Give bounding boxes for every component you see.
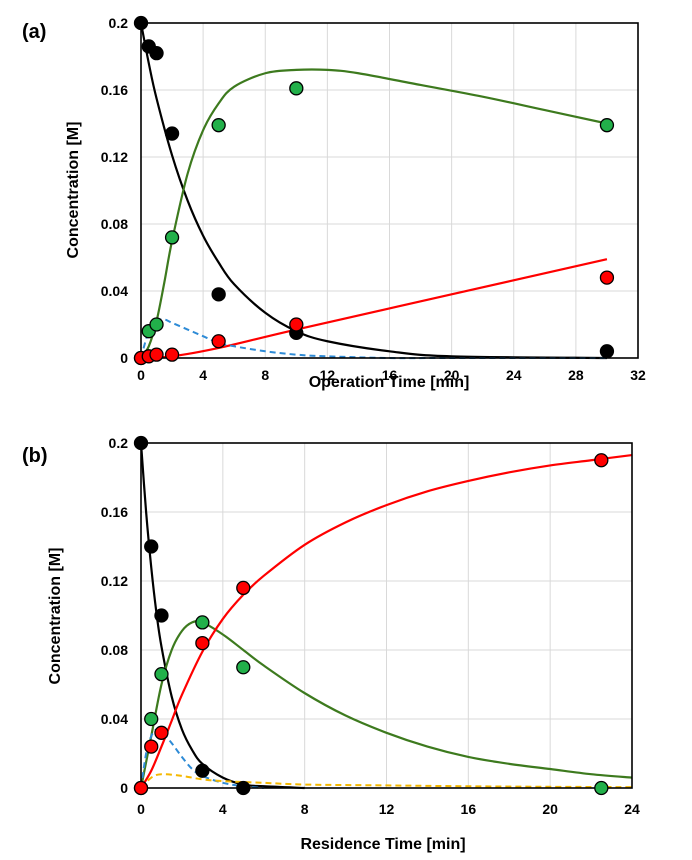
panel-a-curve <box>140 258 608 360</box>
panel-b-x-tick-label: 4 <box>219 801 227 817</box>
panel-b-y-tick-label: 0.2 <box>109 435 129 451</box>
panel-b-data-point <box>594 780 609 796</box>
panel-a-curves <box>139 22 608 360</box>
panel-a-x-tick-label: 8 <box>261 367 269 383</box>
panel-b-data-point <box>133 435 149 451</box>
panel-a-x-tick-label: 32 <box>630 367 646 383</box>
panel-a-y-tick-label: 0 <box>120 350 128 366</box>
panel-b-data-point <box>154 667 169 682</box>
panel-b-grid <box>140 442 633 789</box>
panel-a-x-tick-label: 20 <box>444 367 460 383</box>
panel-a-y-tick-label: 0.04 <box>101 283 128 299</box>
panel-b-data-point <box>154 725 169 740</box>
panel-b-x-tick-label: 20 <box>542 801 558 817</box>
panel-b-data-point <box>195 635 210 651</box>
panel-b-y-axis-title: Concentration [M] <box>47 548 64 685</box>
panel-a-data-point <box>599 118 615 133</box>
panel-a-label: (a) <box>22 21 46 43</box>
panel-a-curve <box>140 318 607 360</box>
panel-b-x-tick-label: 0 <box>137 801 145 817</box>
panel-b-x-axis-title: Residence Time [min] <box>300 836 465 853</box>
panel-a-y-tick-label: 0.08 <box>101 216 128 232</box>
panel-a-data-point <box>164 230 180 245</box>
panel-b-data-point <box>594 453 609 468</box>
panel-a-data-point <box>149 46 164 61</box>
panel-a-y-tick-label: 0.12 <box>101 149 128 165</box>
panel-b-data-point <box>195 763 210 778</box>
panel-b-x-tick-label: 24 <box>624 801 640 817</box>
panel-b-y-tick-label: 0 <box>120 780 128 796</box>
panel-b-points <box>133 435 609 796</box>
panel-a-data-point <box>149 317 164 332</box>
panel-a-x-tick-label: 0 <box>137 367 145 383</box>
panel-b-curve <box>139 620 633 789</box>
panel-b-y-tick-label: 0.04 <box>101 711 128 727</box>
panel-b-data-point <box>236 580 251 596</box>
panel-a-data-point <box>211 118 226 133</box>
panel-a-y-tick-labels: 0 0.04 0.08 0.12 0.16 0.2 <box>101 15 128 366</box>
panel-a-curve <box>140 68 608 359</box>
panel-a-data-point <box>133 15 149 31</box>
panel-a-data-point <box>211 334 226 349</box>
panel-b-curve <box>140 453 633 789</box>
panel-a-x-tick-label: 16 <box>382 367 398 383</box>
panel-a-data-point <box>289 317 304 332</box>
panel-a-data-point <box>599 270 615 285</box>
panel-b-data-point <box>144 711 159 727</box>
panel-b-x-tick-label: 16 <box>461 801 477 817</box>
panel-a-x-tick-label: 28 <box>568 367 584 383</box>
panel-b-data-point <box>154 608 169 623</box>
panel-a-data-point <box>289 81 304 96</box>
panel-b-data-point <box>236 780 251 796</box>
panel-b-chart: (b) 0 4 8 12 16 20 24 0 0.04 0.08 0.12 0.16 0.2 Res… <box>22 435 640 853</box>
panel-a-points <box>133 15 615 366</box>
panel-b-data-point <box>195 615 210 630</box>
panel-a-x-tick-label: 4 <box>199 367 207 383</box>
panel-a-y-axis-title: Concentration [M] <box>65 122 82 259</box>
panel-a-plot-frame <box>140 22 639 359</box>
panel-b-data-point <box>144 739 159 754</box>
panel-b-data-point <box>144 539 159 554</box>
panel-a-y-tick-label: 0.16 <box>101 82 128 98</box>
panel-a-chart: (a) 0 4 8 12 16 20 24 28 32 0 0.04 0.08 0.12 0.16 0.2… <box>22 15 646 391</box>
panel-b-x-tick-labels: 0 4 8 12 16 20 24 <box>137 801 640 817</box>
panel-b-plot-frame <box>140 442 633 789</box>
panel-b-y-tick-labels: 0 0.04 0.08 0.12 0.16 0.2 <box>101 435 128 796</box>
panel-a-data-point <box>211 287 226 302</box>
panel-a-curve <box>139 22 607 360</box>
panel-b-y-tick-label: 0.12 <box>101 573 128 589</box>
panel-a-data-point <box>149 347 164 362</box>
panel-a-x-tick-label: 12 <box>320 367 336 383</box>
panel-b-x-tick-label: 12 <box>379 801 395 817</box>
panel-a-data-point <box>599 344 615 359</box>
panel-b-curve <box>140 773 633 789</box>
panel-b-y-tick-label: 0.16 <box>101 504 128 520</box>
panel-b-label: (b) <box>22 445 48 467</box>
panel-a-x-tick-label: 24 <box>506 367 522 383</box>
panel-a-y-tick-label: 0.2 <box>109 15 129 31</box>
panel-b-curve <box>140 727 264 789</box>
panel-b-y-tick-label: 0.08 <box>101 642 128 658</box>
panel-b-data-point <box>236 660 251 675</box>
panel-a-data-point <box>164 347 180 362</box>
panel-a-x-axis-title: Operation Time [min] <box>309 374 470 391</box>
panel-b-data-point <box>133 780 149 796</box>
panel-a-x-tick-labels: 0 4 8 12 16 20 24 28 32 <box>137 367 646 383</box>
panel-b-x-tick-label: 8 <box>301 801 309 817</box>
panel-a-data-point <box>164 126 180 141</box>
